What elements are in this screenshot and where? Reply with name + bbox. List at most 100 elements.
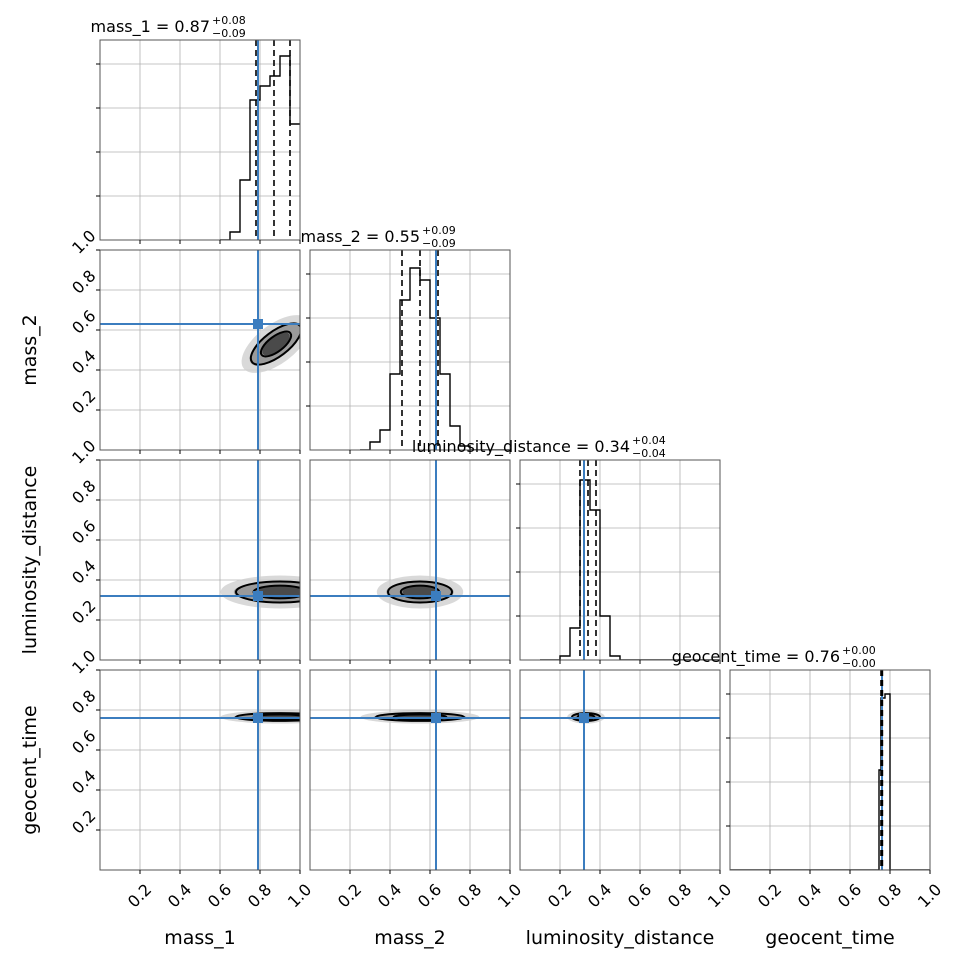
panel-mass_1-vs-mass_1 [100,40,300,240]
panel-luminosity_distance-vs-mass_2 [310,460,510,660]
x-tick-label: 0.8 [874,880,905,911]
x-tick-label: 0.4 [584,880,615,911]
panel-frame [99,459,301,661]
x-axis-label-mass_2: mass_2 [374,927,446,949]
x-tick-label: 0.6 [204,880,235,911]
x-tick-label: 0.2 [754,880,785,911]
grid [310,460,510,660]
density-core [262,332,290,356]
title-text: mass_2 = 0.55 [301,227,420,247]
y-tick-label: 0.6 [68,726,99,757]
panel-frame [519,459,721,661]
panel-frame [99,249,301,451]
title-upper-error: +0.09 [422,224,456,237]
grid [100,40,300,240]
title-mass_2: mass_2 = 0.55 +0.09−0.09 [301,224,456,250]
title-text: mass_1 = 0.87 [91,17,210,37]
y-tick-label: 0.6 [68,516,99,547]
y-tick-label: 0.2 [68,386,99,417]
title-lower-error: −0.09 [212,27,246,40]
title-text: luminosity_distance = 0.34 [412,437,630,457]
y-tick-label: 0.4 [68,556,99,587]
title-text: geocent_time = 0.76 [672,647,840,667]
x-tick-label: 0.4 [794,880,825,911]
y-tick-label: 1.0 [68,226,99,257]
x-tick-label: 1.0 [704,880,735,911]
grid [310,670,510,870]
title-geocent_time: geocent_time = 0.76 +0.00−0.00 [672,644,876,670]
x-tick-label: 0.4 [374,880,405,911]
truth-marker [253,591,263,601]
panel-geocent_time-vs-luminosity_distance [520,670,720,870]
density-core [402,586,438,598]
grid [730,670,930,870]
x-tick-label: 0.6 [624,880,655,911]
title-mass_1: mass_1 = 0.87 +0.08−0.09 [91,14,246,40]
panel-frame [519,669,721,871]
histogram-luminosity_distance [540,479,720,660]
y-axis-label-geocent_time: geocent_time [19,705,41,834]
y-tick-label: 0.2 [68,806,99,837]
density-core [255,586,300,598]
y-tick-label: 0.8 [68,476,99,507]
panel-geocent_time-vs-mass_2 [310,670,510,870]
panel-mass_2-vs-mass_2 [310,250,510,450]
grid [100,670,300,870]
contour-outer [235,580,300,604]
truth-marker [579,713,589,723]
panel-geocent_time-vs-mass_1 [100,670,300,870]
panel-frame [729,669,931,871]
title-luminosity_distance: luminosity_distance = 0.34 +0.04−0.04 [412,434,666,460]
y-tick-label: 0.4 [68,766,99,797]
x-tick-label: 0.2 [334,880,365,911]
panel-mass_2-vs-mass_1 [100,250,300,450]
x-tick-label: 0.4 [164,880,195,911]
contour-outer [387,580,453,604]
y-axis-label-mass_2: mass_2 [19,314,41,386]
y-tick-label: 0.2 [68,596,99,627]
x-tick-label: 0.8 [664,880,695,911]
title-upper-error: +0.00 [842,644,876,657]
y-tick-label: 0.8 [68,686,99,717]
x-tick-label: 0.2 [544,880,575,911]
y-tick-label: 0.4 [68,346,99,377]
panel-frame [309,249,511,451]
truth-marker [253,319,263,329]
y-tick-label: 0.8 [68,266,99,297]
x-tick-label: 0.6 [834,880,865,911]
truth-marker [431,713,441,723]
x-tick-label: 1.0 [914,880,945,911]
title-upper-error: +0.04 [632,434,666,447]
truth-marker [253,713,263,723]
x-tick-label: 0.8 [454,880,485,911]
x-tick-label: 0.6 [414,880,445,911]
y-axis-label-luminosity_distance: luminosity_distance [19,466,41,655]
panel-frame [309,459,511,661]
title-lower-error: −0.09 [422,237,456,250]
truth-marker [431,591,441,601]
panel-frame [99,669,301,871]
contour-inner [259,330,293,358]
title-lower-error: −0.04 [632,447,666,460]
panel-geocent_time-vs-geocent_time [730,670,930,870]
panel-luminosity_distance-vs-luminosity_distance [520,460,720,660]
histogram-mass_1 [220,55,300,240]
x-axis-label-geocent_time: geocent_time [765,927,894,949]
x-axis-label-luminosity_distance: luminosity_distance [526,927,715,949]
x-tick-label: 1.0 [494,880,525,911]
panel-frame [309,669,511,871]
grid [520,460,720,660]
x-tick-label: 0.8 [244,880,275,911]
panel-luminosity_distance-vs-mass_1 [100,460,300,660]
title-lower-error: −0.00 [842,657,876,670]
x-axis-label-mass_1: mass_1 [164,927,236,949]
x-tick-label: 1.0 [284,880,315,911]
y-tick-label: 1.0 [68,646,99,677]
panel-frame [99,39,301,241]
x-tick-label: 0.2 [124,880,155,911]
y-tick-label: 1.0 [68,436,99,467]
grid [520,670,720,870]
grid [100,460,300,660]
title-upper-error: +0.08 [212,14,246,27]
